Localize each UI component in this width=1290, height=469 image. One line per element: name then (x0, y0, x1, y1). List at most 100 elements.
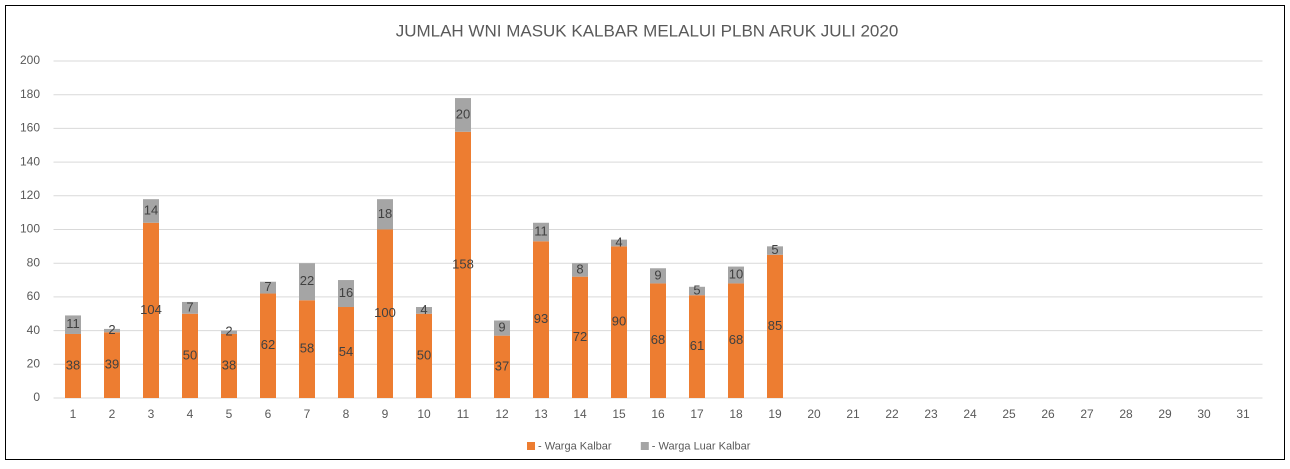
legend-swatch (640, 442, 649, 450)
bar-segment (65, 315, 81, 334)
y-tick-label: 60 (27, 289, 41, 303)
data-label: 93 (534, 311, 548, 326)
data-label: 7 (186, 299, 193, 314)
data-label: 62 (261, 337, 275, 352)
bar-segment (221, 333, 237, 398)
x-tick-label: 5 (226, 407, 233, 421)
data-label: 158 (452, 256, 474, 271)
data-label: 61 (690, 338, 704, 353)
bar-segment (455, 131, 471, 398)
x-tick-label: 2 (109, 407, 116, 421)
data-label: 58 (300, 341, 314, 356)
legend-label: - Warga Luar Kalbar (652, 440, 751, 452)
data-label: 68 (651, 332, 665, 347)
x-tick-label: 31 (1236, 407, 1250, 421)
legend-swatch (527, 442, 535, 450)
x-tick-label: 24 (963, 407, 977, 421)
data-label: 9 (498, 320, 505, 335)
y-tick-label: 160 (20, 121, 40, 135)
x-tick-label: 10 (417, 407, 431, 421)
bar-segment (299, 263, 315, 301)
bar-segment (416, 307, 432, 314)
bar-segment (65, 333, 81, 398)
data-label: 4 (420, 302, 427, 317)
bar-segment (728, 283, 744, 398)
y-tick-label: 0 (33, 390, 40, 404)
x-tick-label: 28 (1119, 407, 1133, 421)
data-label: 104 (140, 302, 162, 317)
y-tick-label: 180 (20, 87, 40, 101)
x-tick-label: 15 (612, 407, 626, 421)
x-tick-label: 9 (382, 407, 389, 421)
chart-title: JUMLAH WNI MASUK KALBAR MELALUI PLBN ARU… (396, 21, 899, 40)
data-label: 2 (108, 322, 115, 337)
bar-segment (533, 222, 549, 242)
bar-segment (338, 307, 354, 398)
data-label: 11 (534, 223, 548, 238)
x-tick-label: 3 (148, 407, 155, 421)
bar-segment (299, 300, 315, 398)
data-label: 39 (105, 357, 119, 372)
y-tick-label: 20 (27, 356, 41, 370)
bar-segment (143, 199, 159, 223)
data-label: 90 (612, 314, 626, 329)
x-tick-label: 30 (1197, 407, 1211, 421)
data-label: 22 (300, 273, 314, 288)
data-label: 20 (456, 106, 470, 121)
x-tick-label: 23 (924, 407, 938, 421)
x-tick-label: 14 (573, 407, 587, 421)
data-label: 16 (339, 285, 353, 300)
data-label: 100 (374, 305, 396, 320)
bar-segment (377, 199, 393, 230)
data-label: 72 (573, 329, 587, 344)
data-label: 68 (729, 332, 743, 347)
bar-segment (143, 222, 159, 398)
bar-segment (611, 239, 627, 247)
bar-segment (650, 283, 666, 398)
data-label: 7 (264, 279, 271, 294)
x-tick-label: 16 (651, 407, 665, 421)
bar-segment (416, 313, 432, 398)
bar-segment (104, 332, 120, 398)
bar-segment (728, 266, 744, 284)
x-tick-label: 29 (1158, 407, 1172, 421)
x-tick-label: 20 (807, 407, 821, 421)
data-label: 2 (225, 324, 232, 339)
data-label: 38 (222, 357, 236, 372)
y-tick-label: 120 (20, 188, 40, 202)
bar-segment (767, 254, 783, 398)
y-tick-label: 140 (20, 154, 40, 168)
bar-segment (650, 268, 666, 284)
data-label: 38 (66, 357, 80, 372)
x-tick-label: 25 (1002, 407, 1016, 421)
x-tick-label: 19 (768, 407, 782, 421)
bar-segment (611, 246, 627, 398)
data-label: 9 (654, 267, 661, 282)
x-tick-label: 4 (187, 407, 194, 421)
bar-segment (260, 281, 276, 294)
x-tick-label: 12 (495, 407, 509, 421)
bar-segment (221, 330, 237, 334)
bar-segment (377, 229, 393, 398)
data-label: 11 (66, 316, 80, 331)
x-tick-label: 11 (457, 407, 470, 421)
data-label: 54 (339, 344, 353, 359)
x-tick-label: 1 (70, 407, 77, 421)
data-label: 14 (144, 202, 158, 217)
bar-segment (455, 98, 471, 132)
bar-segment (260, 293, 276, 398)
data-label: 5 (693, 282, 700, 297)
bar-segment (572, 263, 588, 277)
chart-frame (5, 5, 1285, 460)
x-tick-label: 17 (690, 407, 704, 421)
x-tick-label: 13 (534, 407, 548, 421)
data-label: 85 (768, 318, 782, 333)
x-tick-label: 26 (1041, 407, 1055, 421)
bar-segment (182, 313, 198, 398)
bar-segment (689, 286, 705, 296)
data-label: 5 (771, 242, 778, 257)
x-tick-label: 18 (729, 407, 743, 421)
bar-segment (182, 301, 198, 314)
